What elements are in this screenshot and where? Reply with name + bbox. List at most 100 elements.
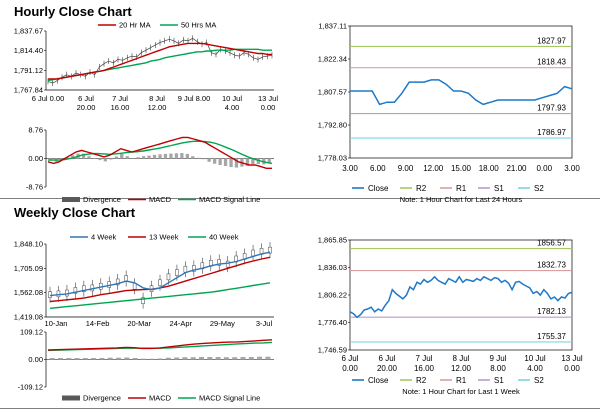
weekly-candle-body — [251, 249, 255, 257]
weekly-legend-divergence-swatch — [62, 395, 80, 401]
hourly-macd-ytick-label: 8.76 — [28, 126, 43, 135]
hourly-divergence-bar — [163, 153, 168, 159]
weekly-pivot-xtick-label: 0.00 — [342, 364, 358, 373]
hourly-pivot-xtick-label: 3.00 — [564, 164, 580, 173]
weekly-pivot-close-line — [349, 275, 573, 319]
hourly-xtick-label: 20.00 — [77, 103, 96, 112]
weekly-pivot-legend-label: R1 — [456, 376, 467, 385]
hourly-pivot-ytick-label: 1,807.57 — [318, 88, 347, 97]
weekly-xtick-label: 29-May — [210, 319, 235, 328]
weekly-candle-body — [56, 290, 61, 298]
weekly-divergence-bar — [182, 357, 188, 360]
weekly-divergence-bar — [74, 358, 80, 360]
weekly-divergence-bar — [174, 357, 180, 360]
hourly-divergence-bar — [174, 153, 179, 159]
weekly-pivot-ytick-label: 1,806.22 — [318, 291, 347, 300]
weekly-pivot-note: Note: 1 Hour Chart for Last 1 Week — [402, 387, 520, 396]
hourly-pivot-ytick-label: 1,822.34 — [318, 55, 347, 64]
weekly-pivot-ytick-label: 1,865.85 — [318, 236, 347, 245]
hourly-pivot-ytick-label: 1,778.03 — [318, 154, 347, 163]
hourly-pivot-close-line — [350, 79, 573, 106]
weekly-divergence-bar — [257, 356, 263, 360]
weekly-pivot-xtick-label: 12.00 — [451, 364, 472, 373]
weekly-price-ytick-label: 1,419.08 — [14, 313, 43, 322]
hourly-pivot-level-label: 1797.93 — [537, 104, 566, 113]
weekly-divergence-bar — [207, 357, 213, 360]
weekly-pivot-ytick-label: 1,746.59 — [318, 346, 347, 355]
hourly-divergence-bar — [147, 155, 151, 159]
hourly-divergence-bar — [125, 156, 129, 159]
weekly-pivot-xtick-label: 16.00 — [414, 364, 435, 373]
weekly-pivot-level-label: 1856.57 — [537, 239, 566, 248]
hourly-ma20-line — [48, 42, 272, 80]
weekly-pivot-level-label: 1832.73 — [537, 261, 566, 270]
hourly-pivot-xtick-label: 6.00 — [370, 164, 386, 173]
hourly-xtick-label: 4.00 — [225, 103, 240, 112]
weekly-pivot-ytick-label: 1,836.03 — [318, 263, 347, 272]
weekly-candle-body — [166, 273, 171, 281]
hourly-divergence-bar — [169, 153, 173, 159]
weekly-divergence-bar — [132, 358, 138, 360]
hourly-divergence-bar — [98, 158, 102, 161]
hourly-pivot-xtick-label: 21.00 — [506, 164, 527, 173]
hourly-macd-line — [47, 136, 272, 170]
hourly-divergence-bar — [196, 157, 200, 159]
weekly-divergence-bar — [223, 357, 229, 360]
hourly-divergence-bar — [256, 158, 260, 164]
hourly-legend-divergence-label: Divergence — [83, 195, 121, 204]
hourly-pivot-xtick-label: 18.00 — [479, 164, 500, 173]
weekly-section-title: Weekly Close Chart — [14, 205, 136, 220]
weekly-divergence-bar — [265, 356, 271, 360]
hourly-pivot-xtick-label: 9.00 — [398, 164, 414, 173]
hourly-pivot-legend-label: S1 — [494, 184, 504, 193]
hourly-divergence-bar — [207, 158, 211, 162]
weekly-divergence-bar — [107, 357, 113, 360]
weekly-pivot-legend-label: Close — [368, 376, 389, 385]
hourly-macd-ytick-label: 0.00 — [28, 154, 43, 163]
weekly-divergence-bar — [49, 358, 55, 360]
weekly-pivot-xtick-label: 0.00 — [564, 364, 580, 373]
hourly-divergence-bar — [70, 155, 75, 159]
hourly-divergence-bar — [234, 158, 239, 168]
hourly-divergence-bar — [185, 153, 189, 159]
weekly-divergence-bar — [58, 358, 63, 360]
hourly-price-ytick-label: 1,767.84 — [14, 86, 43, 95]
weekly-4w-line — [49, 251, 271, 297]
hourly-xtick-label: 10 Jul — [222, 94, 242, 103]
weekly-pivot-xtick-label: 13 Jul — [561, 354, 583, 363]
hourly-divergence-bar — [245, 158, 250, 166]
weekly-xtick-label: 10-Jan — [45, 319, 68, 328]
weekly-divergence-bar — [248, 357, 254, 360]
weekly-macd-ytick-label: -109.12 — [18, 383, 43, 392]
weekly-pivot-level-label: 1755.37 — [537, 332, 566, 341]
weekly-40w-line — [49, 282, 271, 309]
hourly-pivot-legend-label: R1 — [456, 184, 467, 193]
weekly-candle-body — [175, 269, 179, 276]
hourly-xtick-label: 13 Jul — [258, 94, 278, 103]
hourly-pivot-note: Note: 1 Hour Chart for Last 24 Hours — [400, 195, 523, 204]
hourly-divergence-bar — [218, 158, 222, 165]
hourly-pivot-xtick-label: 3.00 — [342, 164, 358, 173]
weekly-xtick-label: 14-Feb — [86, 319, 110, 328]
weekly-divergence-bar — [140, 358, 146, 360]
weekly-macd-ytick-label: 0.00 — [28, 355, 43, 364]
weekly-divergence-bar — [66, 358, 72, 360]
weekly-price-ytick-label: 1,705.09 — [14, 264, 43, 273]
weekly-pivot-legend-label: S2 — [534, 376, 544, 385]
hourly-close-line — [47, 37, 273, 84]
hourly-legend-signal-label: MACD Signal Line — [199, 195, 260, 204]
hourly-price-ytick-label: 1,791.12 — [14, 66, 43, 75]
hourly-divergence-bar — [191, 156, 195, 159]
weekly-pivot-xtick-label: 7 Jul — [416, 354, 433, 363]
weekly-price-ytick-label: 1,562.08 — [14, 288, 43, 297]
weekly-candle-body — [115, 278, 120, 286]
weekly-macd-ytick-label: 109.12 — [20, 328, 43, 337]
weekly-candle-body — [141, 297, 145, 304]
weekly-candle-body — [192, 265, 196, 272]
weekly-divergence-bar — [199, 357, 204, 360]
hourly-xtick-label: 12.00 — [148, 103, 167, 112]
bottom-divider — [0, 408, 600, 409]
weekly-pivot-level-label: 1782.13 — [537, 307, 566, 316]
weekly-pivot-ytick-label: 1,776.40 — [318, 318, 347, 327]
hourly-price-ytick-label: 1,837.67 — [14, 27, 43, 36]
